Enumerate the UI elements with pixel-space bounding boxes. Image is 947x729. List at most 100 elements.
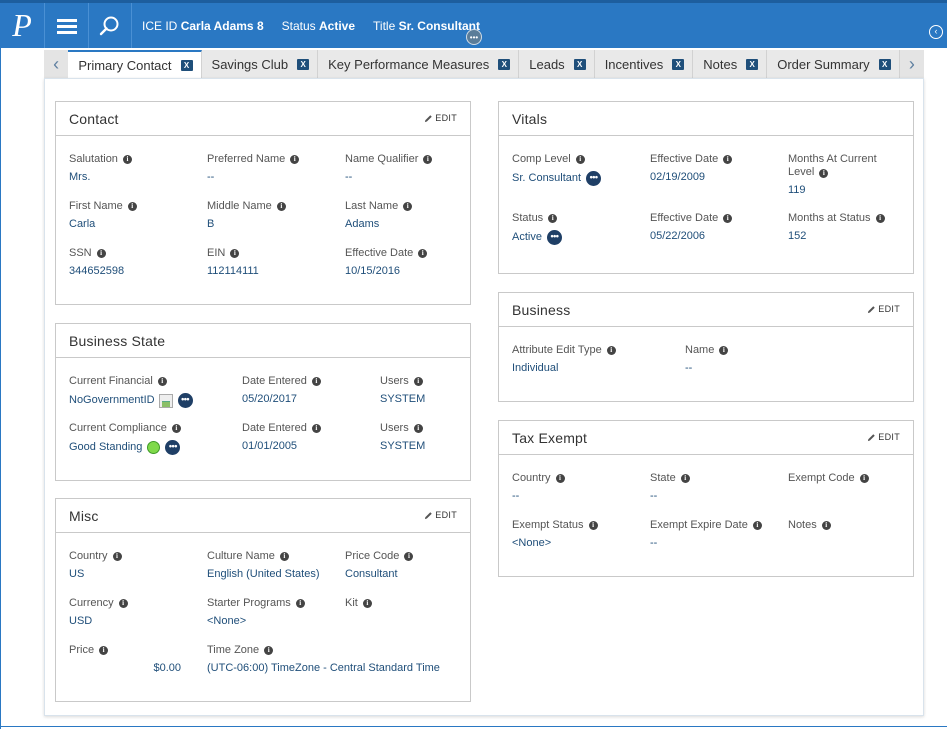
field-value-row: Active •••	[512, 230, 562, 245]
hamburger-icon	[56, 18, 77, 34]
title-label: Title	[373, 18, 396, 33]
tab-incentives[interactable]: Incentives X	[594, 50, 694, 78]
edit-misc-button[interactable]: EDIT	[424, 510, 457, 520]
field-label-text: Last Name	[345, 200, 399, 212]
info-icon[interactable]: i	[122, 155, 132, 164]
info-icon[interactable]: i	[606, 346, 616, 355]
tab-primary-contact[interactable]: Primary Contact X	[68, 50, 202, 79]
tax-country-field: Country i --	[512, 472, 565, 503]
more-options-icon[interactable]: •••	[586, 171, 602, 186]
more-options-icon[interactable]: •••	[546, 230, 562, 245]
info-icon[interactable]: i	[418, 249, 428, 258]
contact-panel: Contact EDIT Salutation i Mrs. Preferred …	[55, 101, 471, 305]
info-icon[interactable]: i	[230, 249, 240, 258]
date-entered-financial-field: Date Entered i 05/20/2017	[242, 375, 321, 406]
info-icon[interactable]: i	[555, 474, 565, 483]
info-icon[interactable]: i	[118, 599, 128, 608]
app-logo[interactable]: P	[0, 3, 44, 48]
info-icon[interactable]: i	[723, 155, 733, 164]
tab-key-performance-measures[interactable]: Key Performance Measures X	[318, 50, 520, 78]
field-label-text: Current Compliance	[69, 422, 167, 434]
tab-label: Key Performance Measures	[328, 56, 490, 72]
users-financial-field: Users i SYSTEM	[380, 375, 425, 406]
close-tab-icon[interactable]: X	[878, 58, 891, 70]
info-icon[interactable]: i	[680, 474, 690, 483]
field-label: Effective Date i	[345, 247, 428, 260]
tab-leads[interactable]: Leads X	[519, 50, 595, 78]
info-icon[interactable]: i	[752, 521, 762, 530]
info-icon[interactable]: i	[719, 346, 729, 355]
search-button[interactable]	[88, 3, 132, 48]
info-icon[interactable]: i	[362, 599, 372, 608]
field-label-text: Notes	[788, 519, 817, 531]
tab-scroll-right-button[interactable]: ›	[899, 50, 924, 78]
info-icon[interactable]: i	[413, 377, 423, 386]
exempt-status-field: Exempt Status i <None>	[512, 519, 598, 550]
close-tab-icon[interactable]: X	[498, 58, 511, 70]
current-financial-field: Current Financial i NoGovernmentID •••	[69, 375, 193, 408]
info-icon[interactable]: i	[404, 552, 414, 561]
field-label-text: Price Code	[345, 550, 400, 562]
status-display: Status Active	[282, 19, 355, 33]
info-icon[interactable]: i	[295, 599, 305, 608]
field-label-text: SSN	[69, 247, 92, 259]
info-icon[interactable]: i	[171, 424, 181, 433]
tab-order-summary[interactable]: Order Summary X	[767, 50, 900, 78]
field-label: Price Code i	[345, 550, 414, 563]
info-icon[interactable]: i	[311, 424, 321, 433]
time-zone-field: Time Zone i (UTC-06:00) TimeZone - Centra…	[207, 644, 440, 675]
main-menu-button[interactable]	[44, 3, 88, 48]
info-icon[interactable]: i	[96, 249, 106, 258]
info-icon[interactable]: i	[99, 646, 109, 655]
tab-notes[interactable]: Notes X	[693, 50, 768, 78]
header-more-icon[interactable]: •••	[466, 29, 482, 45]
close-tab-icon[interactable]: X	[180, 60, 193, 71]
info-icon[interactable]: i	[588, 521, 598, 530]
pencil-icon	[425, 511, 433, 519]
close-tab-icon[interactable]: X	[297, 58, 310, 70]
field-label-text: Country	[512, 472, 551, 484]
info-icon[interactable]: i	[403, 202, 413, 211]
info-icon[interactable]: i	[290, 155, 300, 164]
tab-scroll-left-button[interactable]: ‹	[44, 50, 69, 78]
field-label: Price i	[69, 644, 181, 657]
tab-label: Savings Club	[211, 56, 289, 72]
info-icon[interactable]: i	[875, 214, 885, 223]
field-value: --	[207, 171, 215, 183]
edit-business-button[interactable]: EDIT	[867, 304, 900, 314]
info-icon[interactable]: i	[279, 552, 289, 561]
close-tab-icon[interactable]: X	[746, 58, 759, 70]
field-value: 02/19/2009	[650, 171, 706, 183]
tab-savings-club[interactable]: Savings Club X	[201, 50, 319, 78]
field-label: Months At Current Level i	[788, 153, 898, 179]
field-value: --	[685, 362, 693, 374]
field-value: 05/22/2006	[650, 230, 706, 242]
field-label: Kit i	[345, 597, 372, 610]
more-options-icon[interactable]: •••	[177, 393, 193, 408]
edit-label: EDIT	[878, 432, 900, 442]
field-value: --	[345, 171, 353, 183]
info-icon[interactable]: i	[819, 169, 829, 178]
close-tab-icon[interactable]: X	[573, 58, 586, 70]
edit-tax-exempt-button[interactable]: EDIT	[867, 432, 900, 442]
info-icon[interactable]: i	[575, 155, 585, 164]
info-icon[interactable]: i	[413, 424, 423, 433]
info-icon[interactable]: i	[311, 377, 321, 386]
info-icon[interactable]: i	[276, 202, 286, 211]
more-options-icon[interactable]: •••	[165, 440, 181, 455]
info-icon[interactable]: i	[821, 521, 831, 530]
info-icon[interactable]: i	[548, 214, 558, 223]
edit-contact-button[interactable]: EDIT	[424, 113, 457, 123]
vitals-panel: Vitals Comp Level i Sr. Consultant ••• Eff…	[498, 101, 914, 274]
close-tab-icon[interactable]: X	[672, 58, 685, 70]
info-icon[interactable]: i	[264, 646, 274, 655]
info-icon[interactable]: i	[859, 474, 869, 483]
info-icon[interactable]: i	[723, 214, 733, 223]
collapse-arrow-icon[interactable]: ‹	[929, 25, 943, 39]
info-icon[interactable]: i	[127, 202, 137, 211]
info-icon[interactable]: i	[423, 155, 433, 164]
info-icon[interactable]: i	[157, 377, 167, 386]
field-value: <None>	[207, 615, 247, 627]
info-icon[interactable]: i	[112, 552, 122, 561]
current-compliance-field: Current Compliance i Good Standing •••	[69, 422, 181, 455]
